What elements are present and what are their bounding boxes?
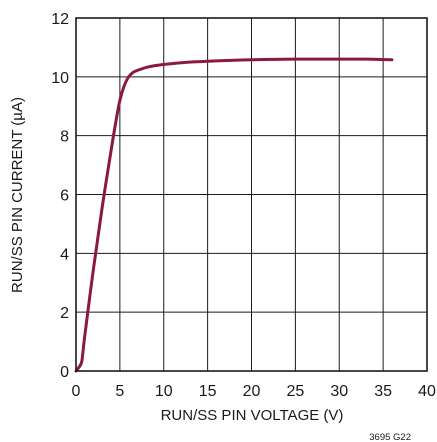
plot-border (75, 17, 428, 372)
grid (76, 18, 427, 371)
x-tick-label: 25 (286, 383, 304, 400)
plot-frame (75, 17, 428, 372)
y-tick-label: 0 (60, 364, 69, 381)
x-tick-label: 35 (374, 383, 392, 400)
x-tick-label: 20 (243, 383, 261, 400)
y-tick-label: 2 (60, 305, 69, 322)
x-tick-label: 0 (72, 383, 81, 400)
figure-id: 3695 G22 (369, 432, 411, 442)
y-axis-title: RUN/SS PIN CURRENT (µA) (9, 97, 26, 293)
y-tick-labels: 0 2 4 6 8 10 12 (51, 11, 69, 381)
y-tick-label: 12 (51, 11, 69, 28)
x-tick-labels: 0 5 10 15 20 25 30 35 40 (72, 383, 436, 400)
series-line (74, 57, 394, 373)
x-tick-label: 10 (155, 383, 173, 400)
x-tick-label: 5 (115, 383, 124, 400)
y-tick-label: 6 (60, 188, 69, 205)
x-tick-label: 30 (330, 383, 348, 400)
y-tick-label: 4 (60, 246, 69, 263)
y-tick-label: 8 (60, 129, 69, 146)
x-axis-title: RUN/SS PIN VOLTAGE (V) (161, 407, 344, 424)
x-tick-label: 15 (199, 383, 217, 400)
series-layer (74, 57, 394, 373)
x-tick-label: 40 (418, 383, 436, 400)
y-tick-label: 10 (51, 70, 69, 87)
